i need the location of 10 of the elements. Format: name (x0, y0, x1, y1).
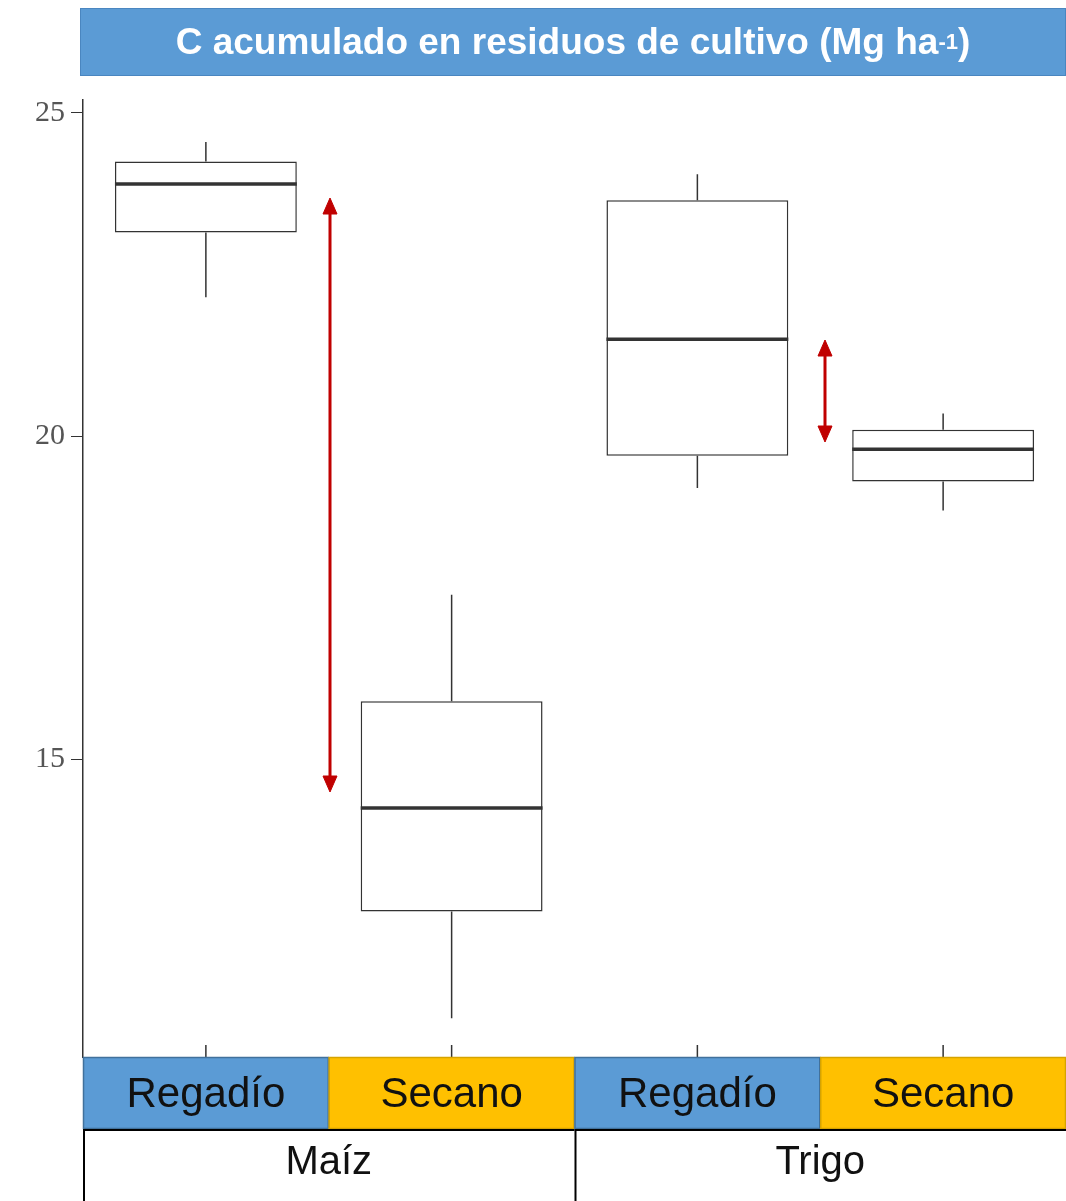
x-tick-label: Secano (871, 1068, 1015, 1116)
x-tick-label: Regadío (617, 1068, 777, 1116)
chart-title: C acumulado en residuos de cultivo (Mg ha$^{-1}$) (80, 8, 1066, 76)
y-tick-label: 25 (35, 93, 65, 127)
text: Trigo (775, 1138, 866, 1183)
text: Maíz (285, 1138, 373, 1183)
x-tick-label: Secano (380, 1068, 523, 1116)
y-tick-label: 15 (35, 740, 65, 774)
y-tick-label: 20 (35, 417, 65, 451)
x-tick-label: Regadío (126, 1068, 286, 1116)
